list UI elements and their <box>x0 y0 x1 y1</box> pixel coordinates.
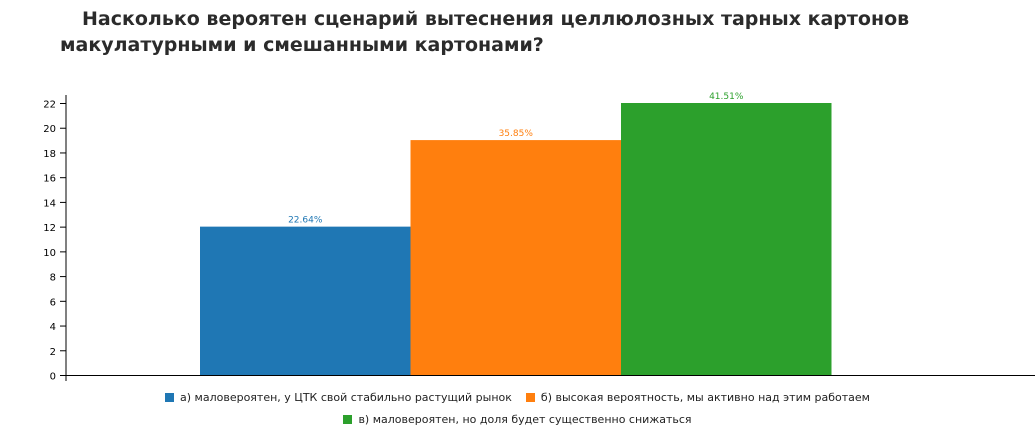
legend-item-a[interactable]: а) маловероятен, у ЦТК свой стабильно ра… <box>165 391 512 404</box>
bar-value-label-2: 35.85% <box>499 129 534 139</box>
y-tick-label: 4 <box>50 322 56 333</box>
y-tick-label: 12 <box>43 223 56 234</box>
y-tick-label: 22 <box>43 100 56 111</box>
legend-swatch-b <box>525 392 535 402</box>
legend-label-b: б) высокая вероятность, мы активно над э… <box>540 390 870 404</box>
legend-item-b[interactable]: б) высокая вероятность, мы активно над э… <box>525 390 870 404</box>
legend-item-c[interactable]: в) маловероятен, но доля будет существен… <box>343 412 692 426</box>
chart-title: Насколько вероятен сценарий вытеснения ц… <box>60 8 910 56</box>
legend-label-c: в) маловероятен, но доля будет существен… <box>358 412 692 426</box>
y-tick-label: 20 <box>43 124 56 135</box>
bar-chart: 0 2 4 6 8 10 12 14 16 18 20 22 22.64% 35.85% 41.51% <box>43 92 1035 383</box>
y-tick-label: 0 <box>50 372 56 383</box>
bar-3 <box>621 103 832 375</box>
y-tick-label: 8 <box>50 273 56 284</box>
y-tick-label: 10 <box>43 248 56 259</box>
legend-swatch-c <box>343 414 353 424</box>
bar-value-label-3: 41.51% <box>709 92 744 102</box>
legend-label-a: а) маловероятен, у ЦТК свой стабильно ра… <box>180 390 512 404</box>
y-tick-label: 16 <box>43 174 56 185</box>
bar-value-label-1: 22.64% <box>288 216 323 226</box>
bar-1 <box>200 226 411 375</box>
legend: а) маловероятен, у ЦТК свой стабильно ра… <box>0 386 1035 430</box>
y-tick-label: 14 <box>43 198 56 209</box>
y-tick-label: 6 <box>50 297 56 308</box>
y-tick-label: 18 <box>43 149 56 160</box>
legend-swatch-a <box>165 392 175 402</box>
y-tick-label: 2 <box>50 347 56 358</box>
bar-2 <box>410 140 621 375</box>
